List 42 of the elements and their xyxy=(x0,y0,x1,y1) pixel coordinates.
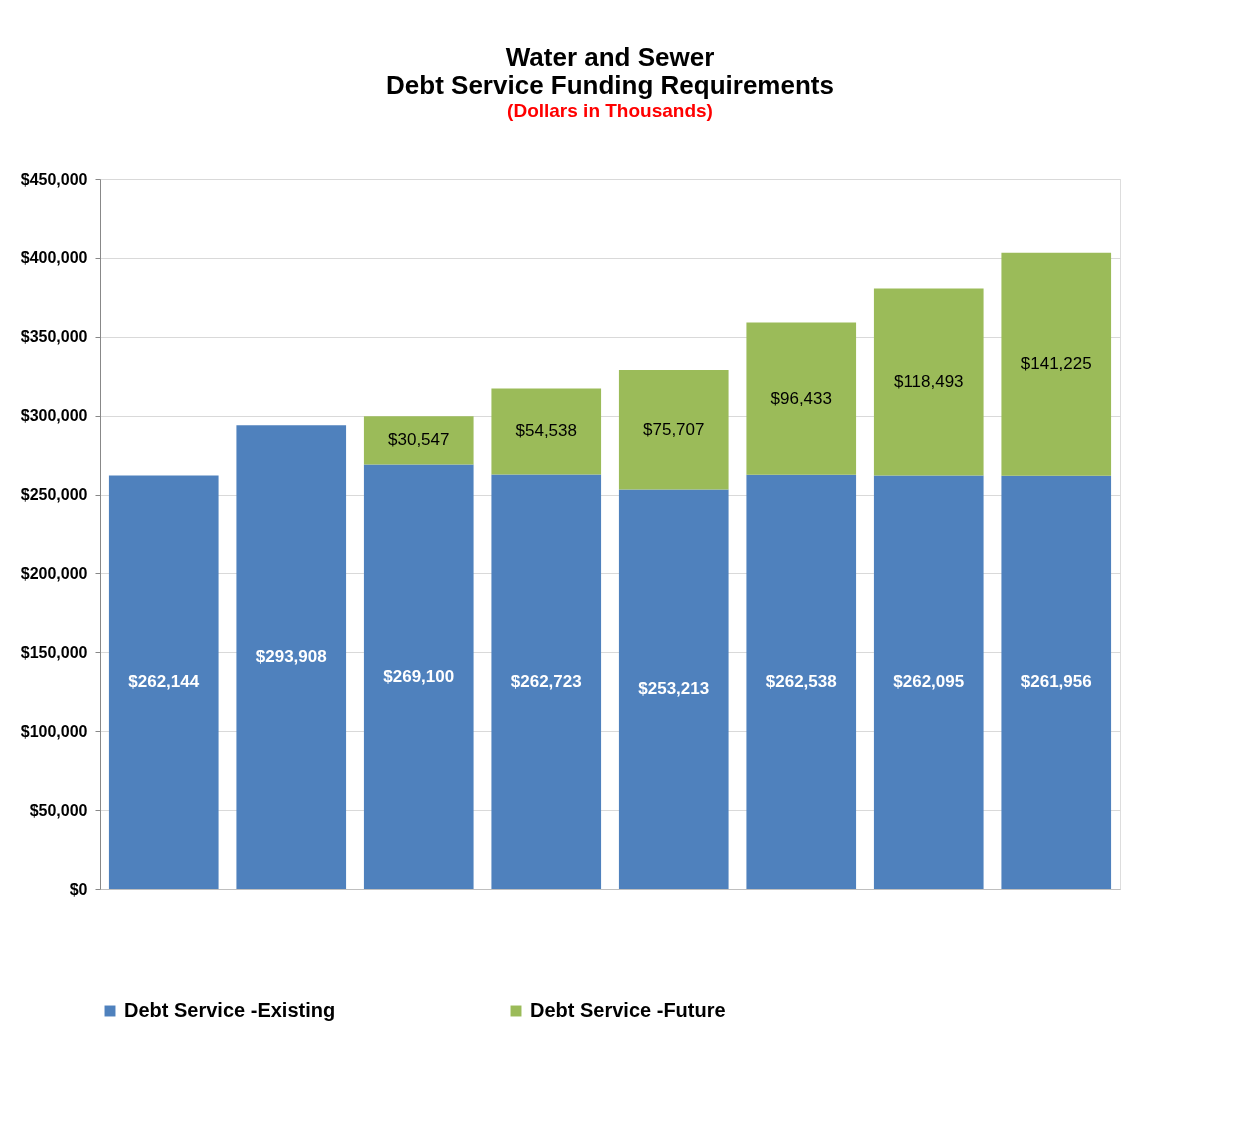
bar xyxy=(108,475,219,889)
chart-title: Water and Sewer Debt Service Funding Requirements xyxy=(386,42,834,100)
data-label: $262,538 xyxy=(765,671,837,691)
y-tick-label: $150,000 xyxy=(20,643,88,661)
data-label: $262,095 xyxy=(893,672,965,692)
bar xyxy=(363,416,474,465)
data-label: $54,538 xyxy=(515,421,577,441)
data-label: $262,144 xyxy=(128,672,200,692)
bar xyxy=(618,370,729,490)
data-label: $96,433 xyxy=(770,388,832,408)
bar xyxy=(363,464,474,889)
data-label: $261,956 xyxy=(1020,672,1092,692)
bar xyxy=(873,288,984,476)
bar xyxy=(491,474,602,889)
y-tick-label: $100,000 xyxy=(20,722,88,740)
chart-subtitle: (Dollars in Thousands) xyxy=(507,100,713,121)
y-tick-label: $300,000 xyxy=(20,407,88,425)
y-tick-label: $400,000 xyxy=(20,249,88,267)
data-label: $269,100 xyxy=(383,666,455,686)
bar xyxy=(873,475,984,889)
bar xyxy=(1001,475,1112,889)
data-label: $75,707 xyxy=(643,419,705,439)
bar xyxy=(746,474,857,889)
legend-label: Debt Service -Existing xyxy=(124,999,336,1021)
bar xyxy=(618,489,729,889)
bar xyxy=(746,322,857,475)
data-label: $262,723 xyxy=(510,671,582,691)
y-tick-label: $450,000 xyxy=(20,170,88,188)
bar xyxy=(236,425,347,889)
y-tick-label: $200,000 xyxy=(20,564,88,582)
y-tick-label: $0 xyxy=(69,880,88,898)
data-label: $293,908 xyxy=(255,647,327,667)
y-tick-label: $350,000 xyxy=(20,328,88,346)
data-label: $118,493 xyxy=(893,371,964,391)
data-label: $30,547 xyxy=(388,430,450,450)
data-label: $253,213 xyxy=(638,679,710,699)
y-tick-label: $250,000 xyxy=(20,486,88,504)
legend-label: Debt Service -Future xyxy=(530,999,726,1021)
data-label: $141,225 xyxy=(1020,354,1092,374)
y-tick-label: $50,000 xyxy=(29,801,88,819)
bar xyxy=(491,388,602,475)
bar xyxy=(1001,252,1112,476)
